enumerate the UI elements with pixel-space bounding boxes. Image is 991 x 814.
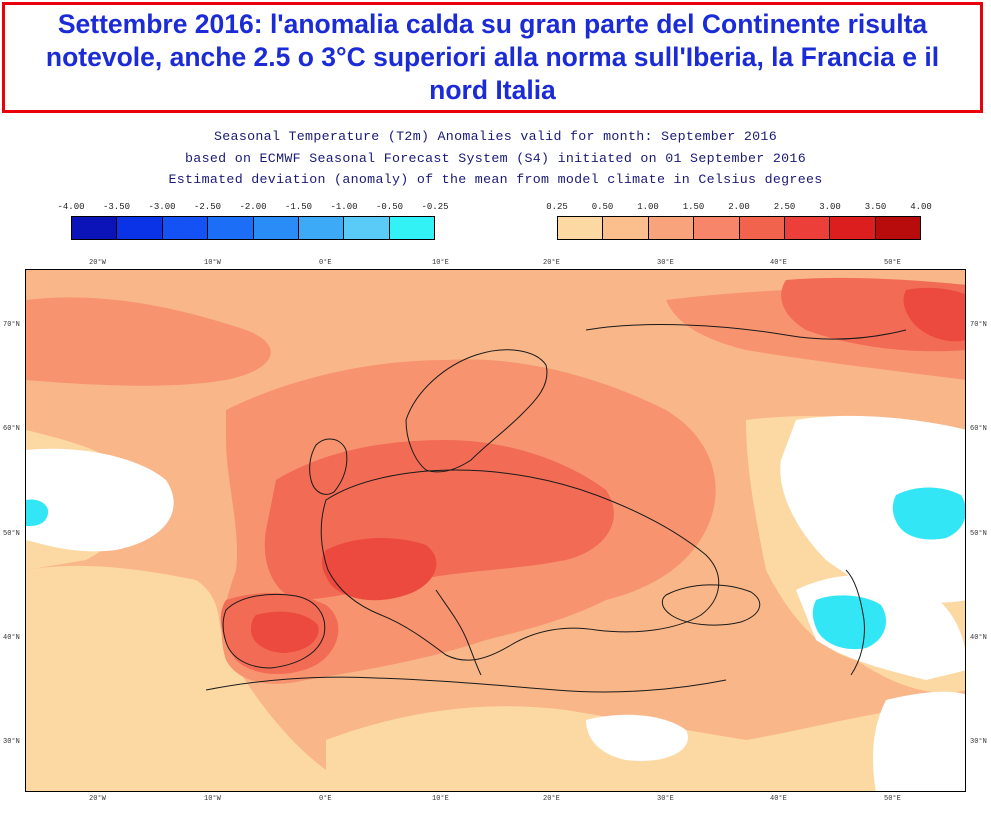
warm-legend-bar	[557, 216, 921, 240]
cold-legend-swatch	[253, 217, 299, 239]
cold-legend-swatch	[344, 217, 390, 239]
neutral-area-southeast	[873, 691, 965, 791]
subtitle-line-1: Seasonal Temperature (T2m) Anomalies val…	[213, 129, 777, 144]
longitude-label-bottom: 50°E	[884, 795, 901, 803]
longitude-label-bottom: 10°W	[204, 795, 221, 803]
warm-anomaly-legend: 0.25 0.50 1.00 1.50 2.00 2.50 3.00 3.50 4.00	[546, 202, 932, 240]
warm-legend-tick-label: 3.50	[864, 202, 887, 212]
warm-legend-swatch	[648, 217, 695, 239]
moderate-anomaly-north	[26, 297, 271, 386]
warm-legend-tick-label: 2.50	[773, 202, 796, 212]
coastline-north-africa	[205, 676, 727, 693]
cold-legend-tick-label: -2.50	[193, 202, 222, 212]
latitude-label-right: 50°N	[970, 530, 987, 538]
coastline-black-sea	[661, 584, 761, 626]
warm-legend-swatch	[739, 217, 785, 239]
very-strong-anomaly-siberia	[903, 287, 965, 342]
longitude-label-bottom: 30°E	[657, 795, 674, 803]
warm-legend-ticks: 0.25 0.50 1.00 1.50 2.00 2.50 3.00 3.50 4.00	[546, 202, 932, 216]
cold-anomaly-atlantic	[26, 499, 49, 526]
subtitle-line-3: Estimated deviation (anomaly) of the mea…	[168, 172, 823, 187]
coastline-british-isles	[309, 438, 348, 495]
warm-legend-swatch	[603, 217, 649, 239]
longitude-label-bottom: 40°E	[770, 795, 787, 803]
longitude-label-bottom: 0°E	[319, 795, 332, 803]
cold-legend-swatch	[208, 217, 254, 239]
latitude-label-left: 60°N	[3, 425, 20, 433]
anomaly-map-svg	[26, 270, 965, 791]
warm-legend-tick-label: 0.50	[591, 202, 614, 212]
longitude-label-bottom: 20°E	[543, 795, 560, 803]
longitude-label-top: 30°E	[657, 259, 674, 267]
very-strong-anomaly-spain	[251, 611, 319, 653]
latitude-label-left: 40°N	[3, 634, 20, 642]
latitude-label-left: 70°N	[3, 321, 20, 329]
cold-legend-swatch	[117, 217, 163, 239]
coastline-caspian	[845, 569, 865, 676]
cold-legend-tick-label: -1.00	[330, 202, 358, 212]
headline: Settembre 2016: l'anomalia calda su gran…	[45, 9, 940, 105]
warm-legend-tick-label: 0.25	[546, 202, 568, 212]
cold-anomaly-legend: -4.00 -3.50 -3.00 -2.50 -2.00 -1.50 -1.00 -0.50…	[57, 202, 449, 240]
longitude-label-top: 20°E	[543, 259, 560, 267]
cold-legend-tick-label: -3.50	[102, 202, 131, 212]
coastline-italy	[435, 589, 482, 676]
warm-legend-tick-label: 3.00	[819, 202, 841, 212]
slight-anomaly-atlantic-south	[26, 565, 354, 791]
cold-legend-swatch	[72, 217, 118, 239]
neutral-area-russia-east	[780, 415, 965, 603]
anomaly-map	[25, 269, 966, 792]
warm-legend-swatch	[830, 217, 876, 239]
warm-legend-swatch	[875, 217, 920, 239]
latitude-label-left: 50°N	[3, 530, 20, 538]
warm-legend-swatch	[784, 217, 831, 239]
cold-legend-tick-label: -4.00	[57, 202, 85, 212]
longitude-label-bottom: 20°W	[89, 795, 106, 803]
longitude-label-bottom: 10°E	[432, 795, 449, 803]
cold-legend-tick-label: -3.00	[148, 202, 176, 212]
cold-legend-swatch	[298, 217, 345, 239]
warm-legend-tick-label: 1.50	[682, 202, 705, 212]
latitude-label-left: 30°N	[3, 738, 20, 746]
cold-legend-tick-label: -2.00	[239, 202, 267, 212]
warm-legend-swatch	[694, 217, 740, 239]
warm-legend-tick-label: 2.00	[728, 202, 750, 212]
coastline-scandinavia	[405, 349, 548, 473]
longitude-label-top: 20°W	[89, 259, 106, 267]
map-subtitle: Seasonal Temperature (T2m) Anomalies val…	[0, 126, 991, 191]
warm-legend-swatch	[558, 217, 604, 239]
coastline-arctic	[585, 324, 907, 340]
longitude-label-top: 10°E	[432, 259, 449, 267]
warm-legend-tick-label: 1.00	[637, 202, 659, 212]
cold-legend-bar	[71, 216, 435, 240]
cold-anomaly-kazakhstan	[892, 487, 965, 540]
cold-legend-tick-label: -0.50	[375, 202, 404, 212]
cold-legend-tick-label: -1.50	[284, 202, 313, 212]
latitude-label-right: 30°N	[970, 738, 987, 746]
longitude-label-top: 10°W	[204, 259, 221, 267]
cold-anomaly-caucasus	[812, 595, 886, 650]
warm-legend-tick-label: 4.00	[910, 202, 932, 212]
cold-legend-tick-label: -0.25	[421, 202, 449, 212]
longitude-label-top: 0°E	[319, 259, 332, 267]
neutral-area-libya	[586, 714, 688, 761]
subtitle-line-2: based on ECMWF Seasonal Forecast System …	[185, 150, 806, 166]
cold-legend-swatch	[389, 217, 434, 239]
latitude-label-right: 70°N	[970, 321, 987, 329]
cold-legend-ticks: -4.00 -3.50 -3.00 -2.50 -2.00 -1.50 -1.00 -0.50…	[57, 202, 448, 216]
coastline-iberia	[222, 593, 326, 669]
very-strong-anomaly-france-italy	[321, 538, 437, 601]
neutral-area-atlantic	[26, 448, 174, 552]
coastline-mainland-europe	[320, 469, 720, 661]
latitude-label-right: 60°N	[970, 425, 987, 433]
headline-box: Settembre 2016: l'anomalia calda su gran…	[2, 2, 983, 113]
longitude-label-top: 50°E	[884, 259, 901, 267]
longitude-label-top: 40°E	[770, 259, 787, 267]
cold-legend-swatch	[162, 217, 209, 239]
latitude-label-right: 40°N	[970, 634, 987, 642]
